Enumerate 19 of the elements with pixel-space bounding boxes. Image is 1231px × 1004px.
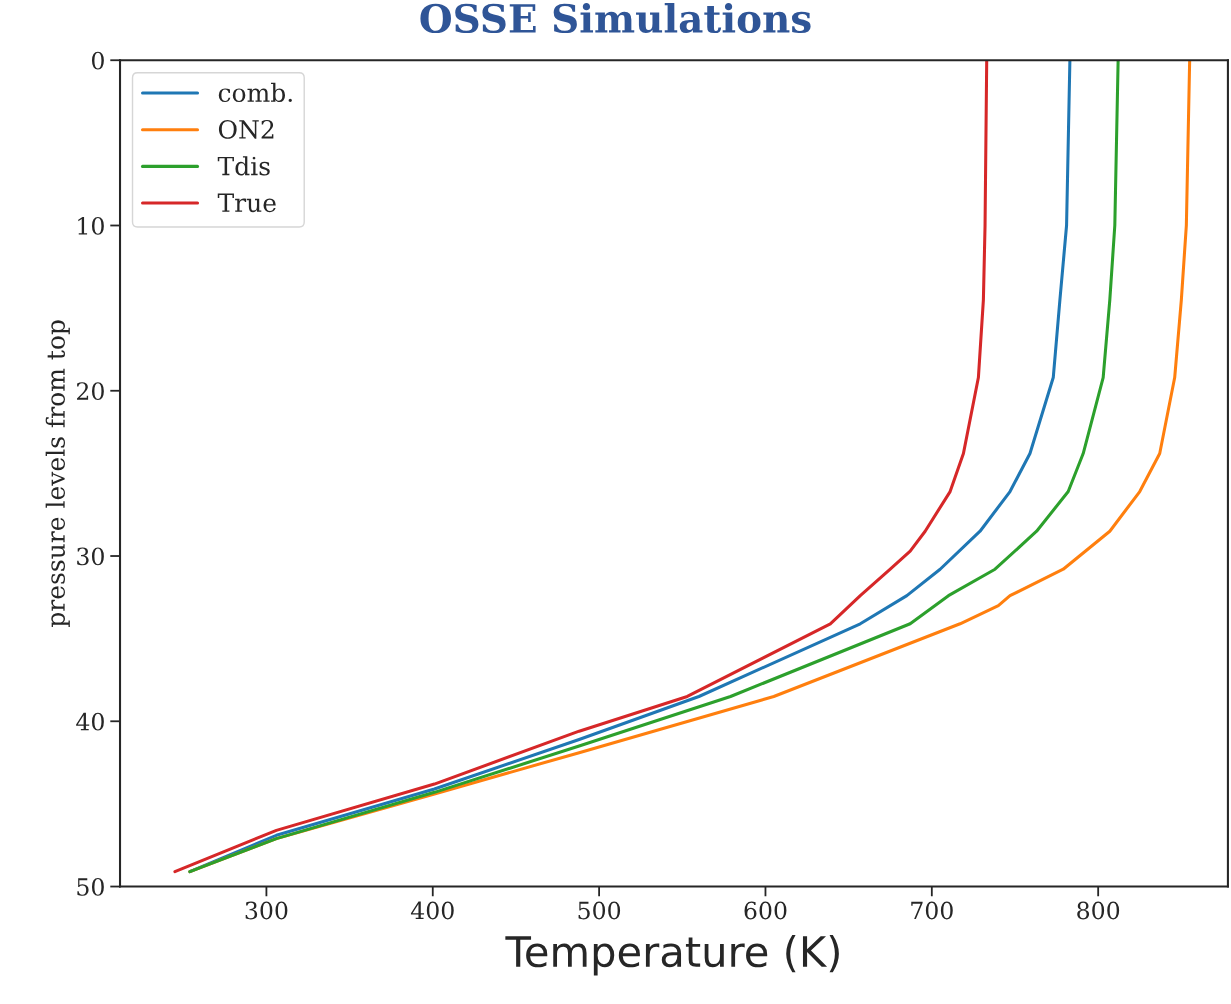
x-tick-label: 600 [744,901,787,920]
y-tick-label: 40 [76,712,104,731]
y-tick-label: 0 [91,51,104,70]
chart-title: OSSE Simulations [420,3,811,34]
y-tick-label: 20 [77,382,104,401]
x-axis-title: Temperature (K) [505,935,839,976]
x-tick-label: 800 [1077,901,1120,920]
x-tick-label: 700 [911,901,953,920]
legend-label: Tdis [217,156,270,176]
x-tick-label: 400 [410,901,454,920]
x-tick-label: 500 [578,901,621,920]
legend-label: True [217,193,276,213]
y-tick-label: 10 [78,216,104,235]
y-tick-label: 30 [77,547,104,566]
legend-label: comb. [218,82,292,103]
x-tick-label: 300 [245,901,288,920]
y-axis-title: pressure levels from top [45,320,70,628]
legend-label: ON2 [218,119,274,139]
y-tick-label: 50 [77,877,104,896]
